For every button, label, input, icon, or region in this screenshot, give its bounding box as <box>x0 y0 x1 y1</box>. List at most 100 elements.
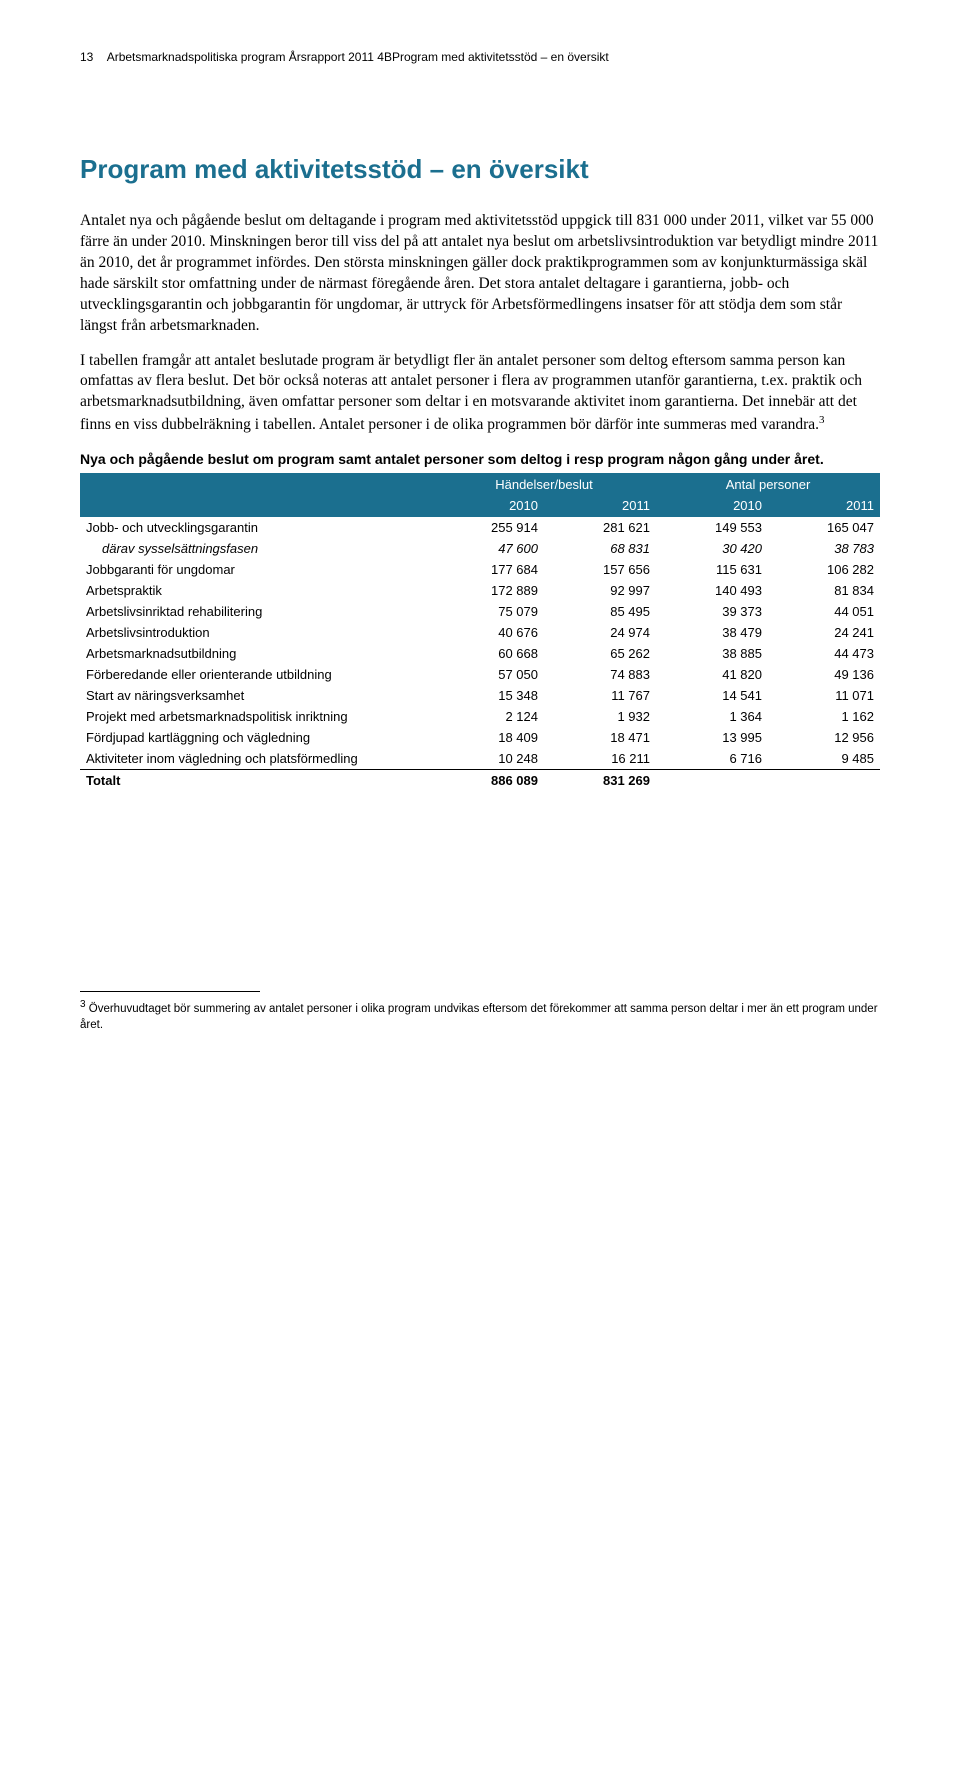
footnote-ref: 3 <box>819 414 825 426</box>
row-cell: 1 932 <box>544 706 656 727</box>
table-header-blank <box>80 496 432 517</box>
table-year-header: 2010 <box>656 496 768 517</box>
row-cell: 41 820 <box>656 664 768 685</box>
row-cell: 40 676 <box>432 622 544 643</box>
header-text: Arbetsmarknadspolitiska program Årsrappo… <box>107 50 609 64</box>
total-cell <box>656 770 768 792</box>
row-cell: 68 831 <box>544 538 656 559</box>
row-cell: 38 885 <box>656 643 768 664</box>
table-group-header: Antal personer <box>656 473 880 496</box>
row-cell: 157 656 <box>544 559 656 580</box>
row-label: Fördjupad kartläggning och vägledning <box>80 727 432 748</box>
row-cell: 13 995 <box>656 727 768 748</box>
row-cell: 149 553 <box>656 517 768 538</box>
table-row: Arbetspraktik172 88992 997140 49381 834 <box>80 580 880 601</box>
row-label: Jobb- och utvecklingsgarantin <box>80 517 432 538</box>
row-cell: 15 348 <box>432 685 544 706</box>
row-cell: 49 136 <box>768 664 880 685</box>
total-cell: 831 269 <box>544 770 656 792</box>
row-label: Förberedande eller orienterande utbildni… <box>80 664 432 685</box>
row-cell: 12 956 <box>768 727 880 748</box>
row-cell: 255 914 <box>432 517 544 538</box>
total-label: Totalt <box>80 770 432 792</box>
row-label: Arbetspraktik <box>80 580 432 601</box>
row-label: Aktiviteter inom vägledning och platsför… <box>80 748 432 770</box>
row-cell: 38 783 <box>768 538 880 559</box>
row-cell: 24 241 <box>768 622 880 643</box>
table-row: Start av näringsverksamhet15 34811 76714… <box>80 685 880 706</box>
row-cell: 140 493 <box>656 580 768 601</box>
footnote-text: Överhuvudtaget bör summering av antalet … <box>80 1003 878 1031</box>
row-cell: 11 767 <box>544 685 656 706</box>
row-cell: 106 282 <box>768 559 880 580</box>
paragraph-1: Antalet nya och pågående beslut om delta… <box>80 211 880 337</box>
row-cell: 30 420 <box>656 538 768 559</box>
row-cell: 2 124 <box>432 706 544 727</box>
table-row: Arbetslivsintroduktion40 67624 97438 479… <box>80 622 880 643</box>
page-number: 13 <box>80 50 93 64</box>
row-label: Projekt med arbetsmarknadspolitisk inrik… <box>80 706 432 727</box>
row-cell: 60 668 <box>432 643 544 664</box>
row-cell: 44 473 <box>768 643 880 664</box>
table-row: Arbetsmarknadsutbildning60 66865 26238 8… <box>80 643 880 664</box>
row-cell: 65 262 <box>544 643 656 664</box>
row-cell: 44 051 <box>768 601 880 622</box>
section-title: Program med aktivitetsstöd – en översikt <box>80 154 880 185</box>
row-label: Arbetslivsinriktad rehabilitering <box>80 601 432 622</box>
table-row: därav sysselsättningsfasen47 60068 83130… <box>80 538 880 559</box>
table-year-header: 2011 <box>544 496 656 517</box>
paragraph-2-text: I tabellen framgår att antalet beslutade… <box>80 352 862 434</box>
table-row: Fördjupad kartläggning och vägledning18 … <box>80 727 880 748</box>
row-cell: 165 047 <box>768 517 880 538</box>
data-table: Händelser/beslutAntal personer2010201120… <box>80 473 880 791</box>
row-label: Arbetsmarknadsutbildning <box>80 643 432 664</box>
row-cell: 81 834 <box>768 580 880 601</box>
table-caption: Nya och pågående beslut om program samt … <box>80 450 880 469</box>
row-label: Jobbgaranti för ungdomar <box>80 559 432 580</box>
row-cell: 74 883 <box>544 664 656 685</box>
table-total-row: Totalt886 089831 269 <box>80 770 880 792</box>
table-header-blank <box>80 473 432 496</box>
row-cell: 9 485 <box>768 748 880 770</box>
footnote-number: 3 <box>80 999 86 1010</box>
row-label: därav sysselsättningsfasen <box>80 538 432 559</box>
row-label: Arbetslivsintroduktion <box>80 622 432 643</box>
table-row: Förberedande eller orienterande utbildni… <box>80 664 880 685</box>
row-cell: 1 364 <box>656 706 768 727</box>
row-cell: 14 541 <box>656 685 768 706</box>
row-cell: 39 373 <box>656 601 768 622</box>
row-cell: 16 211 <box>544 748 656 770</box>
row-cell: 281 621 <box>544 517 656 538</box>
row-cell: 6 716 <box>656 748 768 770</box>
row-cell: 11 071 <box>768 685 880 706</box>
row-cell: 10 248 <box>432 748 544 770</box>
row-cell: 18 409 <box>432 727 544 748</box>
table-row: Jobbgaranti för ungdomar177 684157 65611… <box>80 559 880 580</box>
footnote: 3 Överhuvudtaget bör summering av antale… <box>80 998 880 1033</box>
table-year-header: 2011 <box>768 496 880 517</box>
table-row: Projekt med arbetsmarknadspolitisk inrik… <box>80 706 880 727</box>
table-row: Jobb- och utvecklingsgarantin255 914281 … <box>80 517 880 538</box>
row-cell: 1 162 <box>768 706 880 727</box>
row-label: Start av näringsverksamhet <box>80 685 432 706</box>
page-header: 13 Arbetsmarknadspolitiska program Årsra… <box>80 50 880 64</box>
row-cell: 172 889 <box>432 580 544 601</box>
paragraph-2: I tabellen framgår att antalet beslutade… <box>80 351 880 437</box>
row-cell: 18 471 <box>544 727 656 748</box>
row-cell: 38 479 <box>656 622 768 643</box>
footnote-rule <box>80 991 260 992</box>
row-cell: 85 495 <box>544 601 656 622</box>
row-cell: 57 050 <box>432 664 544 685</box>
row-cell: 92 997 <box>544 580 656 601</box>
table-group-header: Händelser/beslut <box>432 473 656 496</box>
table-year-header: 2010 <box>432 496 544 517</box>
row-cell: 177 684 <box>432 559 544 580</box>
table-row: Arbetslivsinriktad rehabilitering75 0798… <box>80 601 880 622</box>
table-row: Aktiviteter inom vägledning och platsför… <box>80 748 880 770</box>
total-cell: 886 089 <box>432 770 544 792</box>
row-cell: 115 631 <box>656 559 768 580</box>
row-cell: 24 974 <box>544 622 656 643</box>
row-cell: 47 600 <box>432 538 544 559</box>
row-cell: 75 079 <box>432 601 544 622</box>
total-cell <box>768 770 880 792</box>
